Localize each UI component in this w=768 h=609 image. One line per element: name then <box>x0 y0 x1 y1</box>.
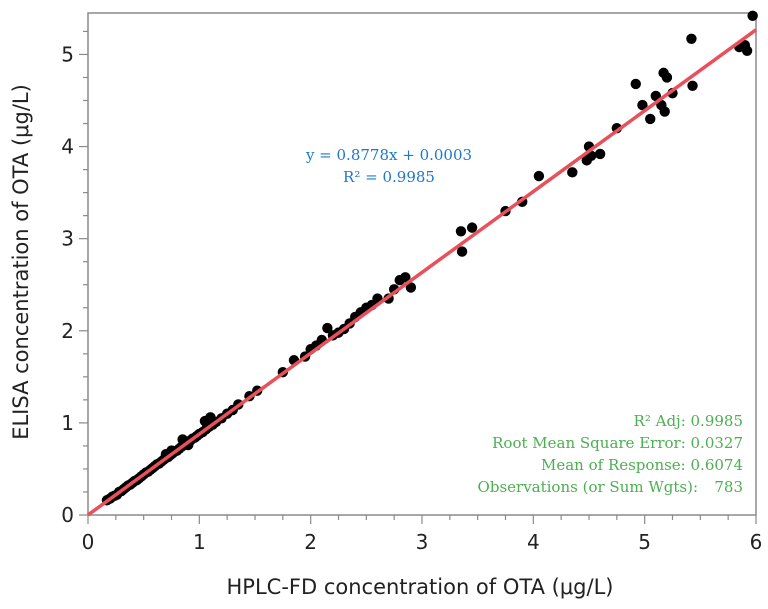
data-point <box>205 412 216 423</box>
data-point <box>322 322 333 334</box>
x-tick-label: 3 <box>416 530 429 554</box>
data-point <box>466 222 478 233</box>
data-point <box>400 272 411 283</box>
regression-line <box>86 28 758 517</box>
data-point <box>455 226 467 237</box>
stat-r2-adj: R² Adj: 0.9985 <box>634 412 743 430</box>
y-tick-label: 3 <box>61 227 74 251</box>
data-point <box>661 72 673 83</box>
data-point <box>405 282 417 293</box>
y-tick-label: 0 <box>61 503 74 527</box>
data-point <box>686 33 697 44</box>
y-axis-ticks: 0 1 2 3 4 5 <box>61 30 88 527</box>
regression-equation: y = 0.8778x + 0.0003 <box>305 146 472 164</box>
x-tick-label: 1 <box>193 530 206 554</box>
x-axis-ticks: 0 1 2 3 4 5 6 <box>82 515 763 554</box>
data-point <box>650 90 661 102</box>
x-tick-label: 6 <box>750 530 763 554</box>
y-tick-label: 2 <box>61 319 74 343</box>
stat-observations-label: Observations (or Sum Wgts): <box>478 478 698 496</box>
data-point <box>637 99 648 111</box>
data-point <box>645 113 656 125</box>
data-point <box>659 106 670 117</box>
y-tick-label: 1 <box>61 411 74 435</box>
data-point <box>533 170 545 182</box>
stat-rmse: Root Mean Square Error: 0.0327 <box>492 434 743 452</box>
stat-observations-value: 783 <box>714 478 743 496</box>
y-axis-title: ELISA concentration of OTA (μg/L) <box>9 84 33 440</box>
y-tick-label: 5 <box>61 42 74 66</box>
stat-mean: Mean of Response: 0.6074 <box>541 456 743 474</box>
x-tick-label: 5 <box>638 530 651 554</box>
y-tick-label: 4 <box>61 135 74 159</box>
r-squared-label: R² = 0.9985 <box>343 168 435 186</box>
data-point <box>567 167 578 178</box>
data-point <box>741 45 753 56</box>
x-tick-label: 0 <box>82 530 95 554</box>
data-points <box>101 10 758 506</box>
data-point <box>687 80 698 91</box>
data-point <box>630 78 641 90</box>
x-axis-title: HPLC-FD concentration of OTA (μg/L) <box>227 575 614 599</box>
data-point <box>747 10 758 21</box>
data-point <box>594 148 606 160</box>
data-point <box>456 246 468 257</box>
x-tick-label: 2 <box>304 530 317 554</box>
x-tick-label: 4 <box>527 530 540 554</box>
